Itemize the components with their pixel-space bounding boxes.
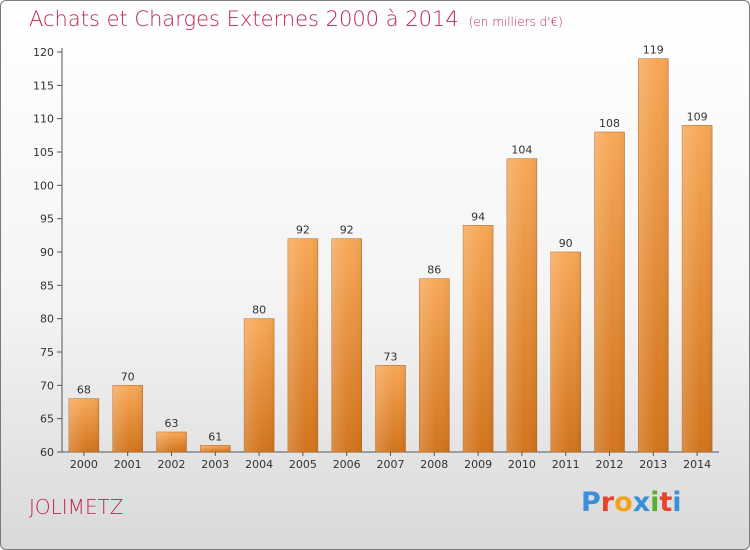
y-tick-label: 110 — [33, 113, 54, 126]
logo-letter: x — [632, 487, 651, 518]
bar-highlight — [244, 318, 275, 452]
bar-highlight — [68, 398, 99, 452]
bar-highlight — [550, 252, 581, 452]
y-tick-label: 115 — [33, 79, 54, 92]
x-tick-label: 2011 — [552, 458, 580, 471]
x-tick-label: 2007 — [377, 458, 405, 471]
bar-highlight — [331, 238, 362, 452]
bar-highlight — [200, 445, 231, 452]
y-tick-label: 85 — [40, 279, 54, 292]
data-label: 104 — [511, 144, 532, 157]
x-tick-label: 2002 — [158, 458, 186, 471]
data-label: 119 — [643, 44, 664, 57]
y-tick-label: 65 — [40, 413, 54, 426]
data-label: 90 — [559, 237, 573, 250]
bar-highlight — [287, 238, 318, 452]
bar-highlight — [112, 385, 143, 452]
chart-title-text: Achats et Charges Externes 2000 à 2014 — [29, 7, 459, 31]
x-axis: 2000 2001 2002 2003 2004 2005 2006 2007 2008 2009… — [62, 451, 719, 471]
bar-highlight — [419, 278, 450, 452]
data-label: 109 — [687, 110, 708, 123]
x-tick-label: 2010 — [508, 458, 536, 471]
x-tick-label: 2000 — [70, 458, 98, 471]
logo-letter: i — [650, 487, 660, 518]
data-label: 80 — [252, 304, 266, 317]
data-label: 86 — [427, 264, 441, 277]
bar-highlight — [156, 432, 187, 452]
bar-highlight — [463, 225, 494, 452]
x-tick-label: 2013 — [639, 458, 667, 471]
x-tick-label: 2009 — [464, 458, 492, 471]
data-label: 92 — [296, 224, 310, 237]
data-label: 68 — [77, 384, 91, 397]
y-tick-label: 105 — [33, 146, 54, 159]
bar-highlight — [506, 158, 537, 452]
chart-unit-label: (en milliers d'€) — [468, 15, 563, 29]
y-tick-label: 70 — [40, 379, 54, 392]
y-tick-label: 95 — [40, 213, 54, 226]
bars-group — [68, 58, 713, 453]
logo-letter: t — [659, 487, 673, 518]
logo-letter: P — [581, 487, 601, 518]
y-tick-label: 60 — [40, 446, 54, 459]
proxiti-logo: Proxiti — [581, 487, 682, 518]
y-tick-label: 80 — [40, 313, 54, 326]
x-tick-label: 2001 — [114, 458, 142, 471]
y-tick-label: 100 — [33, 179, 54, 192]
data-label: 92 — [340, 224, 354, 237]
y-axis: 60 65 70 75 80 85 90 95 100 105 110 115 120 — [33, 46, 63, 459]
x-tick-label: 2004 — [245, 458, 273, 471]
bar-highlight — [594, 132, 625, 452]
bar-highlight — [682, 125, 713, 452]
x-tick-label: 2003 — [201, 458, 229, 471]
x-tick-label: 2014 — [683, 458, 711, 471]
commune-name: JOLIMETZ — [29, 495, 124, 519]
x-tick-label: 2008 — [420, 458, 448, 471]
value-labels-group: 68 70 63 61 80 92 92 73 86 94 104 90 108 119 109 — [77, 44, 708, 444]
logo-letter: r — [600, 487, 615, 518]
x-tick-label: 2012 — [596, 458, 624, 471]
y-tick-label: 90 — [40, 246, 54, 259]
bar-highlight — [375, 365, 406, 452]
data-label: 73 — [384, 350, 398, 363]
logo-letter: o — [614, 487, 633, 518]
data-label: 70 — [121, 370, 135, 383]
chart-title: Achats et Charges Externes 2000 à 2014 (e… — [29, 7, 563, 31]
data-label: 63 — [165, 417, 179, 430]
bar-highlight — [638, 58, 669, 453]
logo-letter: i — [672, 487, 682, 518]
data-label: 61 — [208, 430, 222, 443]
x-tick-label: 2006 — [333, 458, 361, 471]
data-label: 108 — [599, 117, 620, 130]
x-tick-label: 2005 — [289, 458, 317, 471]
data-label: 94 — [471, 210, 485, 223]
y-tick-label: 120 — [33, 46, 54, 59]
y-tick-label: 75 — [40, 346, 54, 359]
